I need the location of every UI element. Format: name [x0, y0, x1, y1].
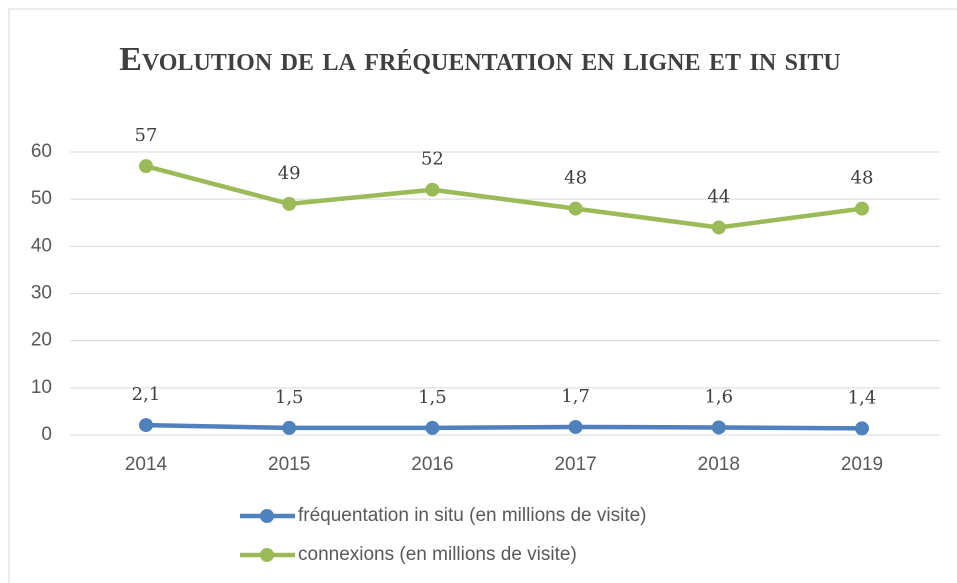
y-tick-label: 30	[31, 283, 52, 304]
point	[139, 159, 153, 174]
data-label: 2,1	[132, 384, 161, 405]
series-line	[145, 422, 863, 431]
legend-label: fréquentation in situ (en millions de vi…	[298, 505, 647, 526]
point	[139, 418, 153, 433]
legend-marker	[260, 548, 274, 562]
x-tick-label: 2014	[125, 454, 168, 475]
data-label: 1,4	[848, 387, 877, 408]
x-tick-label: 2015	[268, 454, 310, 475]
x-tick-label: 2017	[554, 454, 596, 475]
y-tick-label: 20	[31, 330, 52, 351]
chart-title: Evolution de la fréquentation en ligne e…	[119, 41, 841, 78]
legend-label: connexions (en millions de visite)	[298, 544, 577, 565]
series-line	[145, 163, 863, 230]
data-label: 48	[564, 168, 587, 189]
y-tick-label: 0	[41, 424, 52, 445]
point	[425, 182, 440, 197]
data-label: 49	[278, 163, 301, 184]
point	[711, 220, 726, 235]
data-label: 1,5	[275, 387, 304, 408]
point	[282, 196, 297, 211]
y-tick-label: 50	[31, 188, 52, 209]
data-label: 1,7	[561, 386, 590, 407]
chart-border	[8, 8, 957, 583]
point	[855, 201, 869, 216]
data-label: 48	[851, 168, 874, 189]
y-tick-label: 40	[31, 235, 52, 256]
y-tick-label: 10	[31, 377, 52, 398]
point	[568, 201, 583, 216]
data-label: 1,6	[704, 386, 733, 407]
data-label: 52	[421, 149, 444, 170]
data-label: 1,5	[418, 387, 447, 408]
point	[425, 420, 440, 435]
point	[855, 421, 869, 436]
data-label: 44	[707, 186, 730, 207]
x-tick-label: 2018	[698, 454, 740, 475]
point	[568, 419, 583, 434]
point	[282, 420, 297, 435]
y-tick-label: 60	[31, 141, 52, 162]
x-tick-label: 2016	[411, 454, 453, 475]
data-label: 57	[135, 125, 158, 146]
point	[711, 420, 726, 435]
x-tick-label: 2019	[841, 454, 883, 475]
legend-marker	[260, 509, 274, 523]
